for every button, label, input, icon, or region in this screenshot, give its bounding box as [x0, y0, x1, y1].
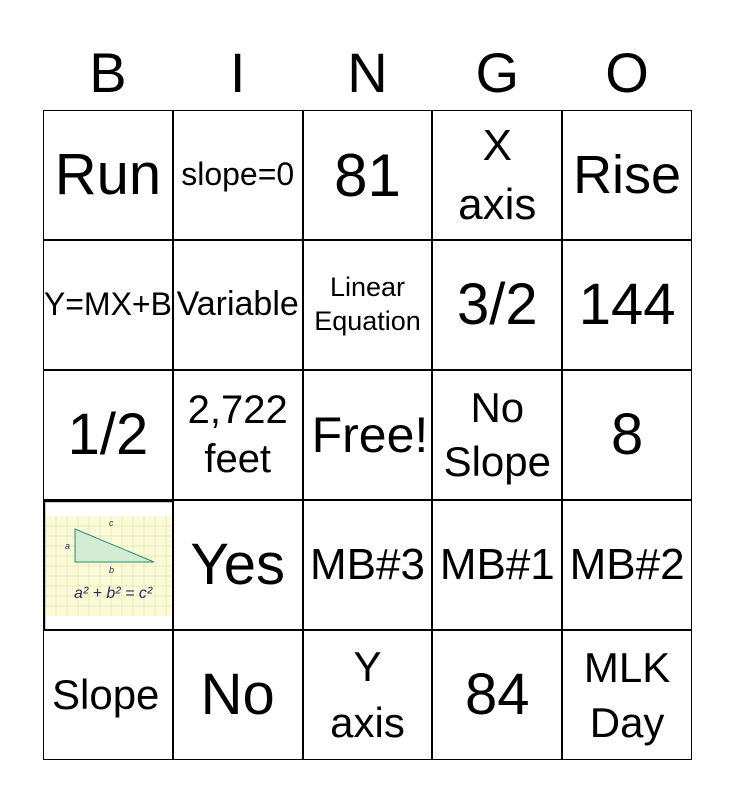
svg-text:a² + b² = c²: a² + b² = c²: [74, 585, 153, 602]
svg-text:c: c: [109, 518, 114, 528]
svg-text:a: a: [65, 541, 70, 551]
svg-text:b: b: [109, 565, 114, 575]
